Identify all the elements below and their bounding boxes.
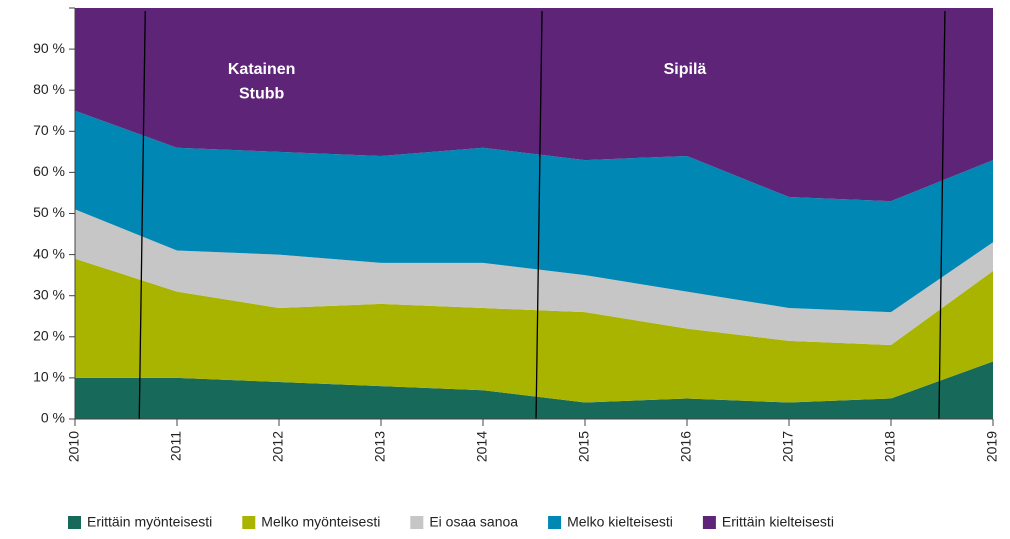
y-tick-label: 30 % xyxy=(33,286,65,302)
y-tick-label: 60 % xyxy=(33,163,65,179)
area xyxy=(75,361,993,419)
annotation: Stubb xyxy=(239,86,285,103)
y-tick-label: 10 % xyxy=(33,369,65,385)
legend-swatch xyxy=(548,516,562,529)
legend-label: Melko kielteisesti xyxy=(567,514,673,530)
legend-label: Erittäin myönteisesti xyxy=(87,514,212,530)
area xyxy=(75,258,993,403)
annotation: Sipilä xyxy=(664,61,707,78)
area xyxy=(75,110,993,313)
area xyxy=(75,209,993,346)
x-tick-label: 2013 xyxy=(372,431,388,462)
y-tick-label: 0 % xyxy=(41,410,65,426)
x-tick-label: 2010 xyxy=(66,431,82,462)
x-tick-label: 2011 xyxy=(168,431,184,461)
x-tick-label: 2019 xyxy=(984,431,1000,462)
x-tick-label: 2017 xyxy=(780,431,796,462)
legend-swatch xyxy=(242,516,256,529)
legend-swatch xyxy=(68,516,81,529)
x-tick-label: 2012 xyxy=(270,431,286,462)
y-tick-label: 70 % xyxy=(33,122,65,138)
legend-swatch xyxy=(410,516,424,529)
legend-label: Ei osaa sanoa xyxy=(429,514,518,530)
y-tick-label: 50 % xyxy=(33,204,65,220)
y-tick-label: 90 % xyxy=(33,40,65,56)
legend-swatch xyxy=(702,516,716,529)
annotation: Katainen xyxy=(228,61,296,78)
x-tick-label: 2018 xyxy=(882,431,898,462)
y-tick-label: 80 % xyxy=(33,81,65,97)
period-line xyxy=(138,10,146,420)
period-line xyxy=(535,10,543,420)
y-tick-label: 20 % xyxy=(33,328,65,344)
x-tick-label: 2014 xyxy=(474,431,490,462)
y-tick-label: 40 % xyxy=(33,245,65,261)
legend-label: Melko myönteisesti xyxy=(261,514,380,530)
legend-label: Erittäin kielteisesti xyxy=(722,514,834,530)
period-line xyxy=(938,10,946,420)
x-tick-label: 2016 xyxy=(678,431,694,462)
area xyxy=(75,8,993,202)
x-tick-label: 2015 xyxy=(576,431,592,462)
